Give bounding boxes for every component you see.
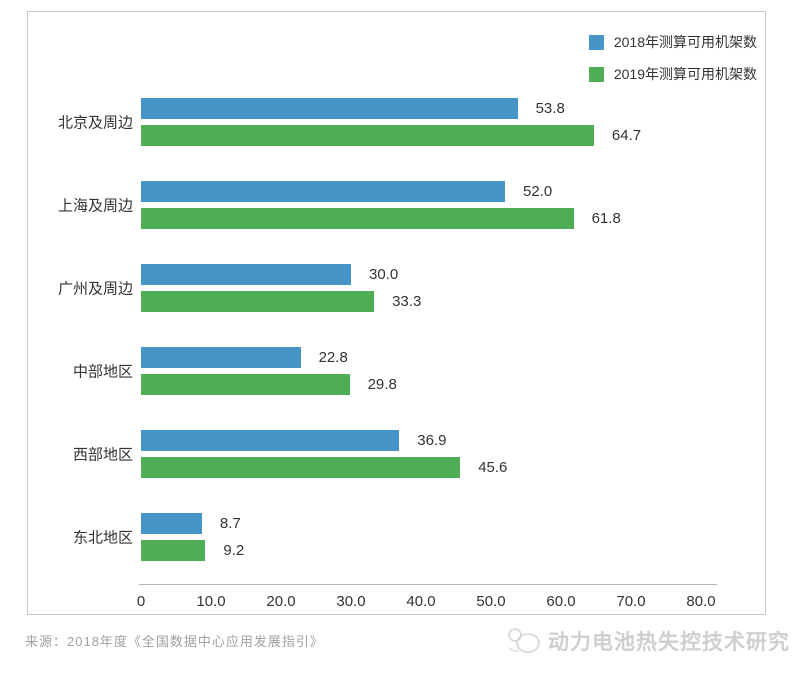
bar-group: 上海及周边 52.0 61.8 xyxy=(28,181,765,229)
bar-row: 8.7 xyxy=(141,513,701,534)
bars-container: 22.8 29.8 xyxy=(141,347,701,395)
bar-value-label: 22.8 xyxy=(318,349,348,366)
plot-area: 北京及周边 53.8 64.7 上海及周边 52.0 61.8 广州及周边 30.0 33.3 中… xyxy=(28,98,765,596)
bars-container: 52.0 61.8 xyxy=(141,181,701,229)
category-label: 中部地区 xyxy=(72,363,133,381)
bars-container: 36.9 45.6 xyxy=(141,430,701,478)
legend: 2018年测算可用机架数 2019年测算可用机架数 xyxy=(588,32,757,84)
bar-value-label: 52.0 xyxy=(523,183,553,200)
x-tick-label: 80.0 xyxy=(686,593,716,610)
bar-value-label: 33.3 xyxy=(392,293,422,310)
x-tick-label: 0 xyxy=(136,593,146,610)
bar-group: 中部地区 22.8 29.8 xyxy=(28,347,765,395)
bar-2018年测算可用机架数 xyxy=(141,264,351,285)
bar-row: 29.8 xyxy=(141,374,701,395)
bar-2019年测算可用机架数 xyxy=(141,457,461,478)
bar-value-label: 29.8 xyxy=(367,376,397,393)
bar-value-label: 53.8 xyxy=(535,100,565,117)
bar-row: 45.6 xyxy=(141,457,701,478)
bar-2019年测算可用机架数 xyxy=(141,125,594,146)
source-note: 来源：2018年度《全国数据中心应用发展指引》 xyxy=(25,634,324,649)
bar-2019年测算可用机架数 xyxy=(141,208,574,229)
legend-swatch-icon xyxy=(588,66,604,82)
swirl-logo-icon xyxy=(508,628,540,653)
bar-row: 64.7 xyxy=(141,125,701,146)
bar-row: 52.0 xyxy=(141,181,701,202)
legend-label: 2019年测算可用机架数 xyxy=(613,66,757,82)
bar-2019年测算可用机架数 xyxy=(141,540,206,561)
category-label: 西部地区 xyxy=(72,446,133,464)
bar-group: 西部地区 36.9 45.6 xyxy=(28,430,765,478)
bar-row: 22.8 xyxy=(141,347,701,368)
legend-label: 2018年测算可用机架数 xyxy=(613,34,757,50)
legend-item: 2018年测算可用机架数 xyxy=(588,32,757,52)
bar-value-label: 8.7 xyxy=(219,515,241,532)
bar-2018年测算可用机架数 xyxy=(141,181,505,202)
bars-container: 30.0 33.3 xyxy=(141,264,701,312)
watermark: 动力电池热失控技术研究 xyxy=(504,626,790,656)
bars-container: 8.7 9.2 xyxy=(141,513,701,561)
bar-2018年测算可用机架数 xyxy=(141,430,400,451)
bar-row: 36.9 xyxy=(141,430,701,451)
bar-value-label: 64.7 xyxy=(611,127,642,144)
bar-2018年测算可用机架数 xyxy=(141,98,518,119)
legend-item: 2019年测算可用机架数 xyxy=(588,64,757,84)
bar-2018年测算可用机架数 xyxy=(141,513,202,534)
category-label: 上海及周边 xyxy=(57,197,133,215)
x-tick-label: 10.0 xyxy=(196,593,226,610)
category-label: 北京及周边 xyxy=(57,114,133,132)
bar-value-label: 30.0 xyxy=(369,266,399,283)
bar-row: 61.8 xyxy=(141,208,701,229)
x-tick-label: 30.0 xyxy=(336,593,366,610)
bar-row: 30.0 xyxy=(141,264,701,285)
bar-group: 北京及周边 53.8 64.7 xyxy=(28,98,765,146)
watermark-text: 动力电池热失控技术研究 xyxy=(548,631,790,654)
x-tick-label: 20.0 xyxy=(266,593,296,610)
bar-2018年测算可用机架数 xyxy=(141,347,301,368)
bar-row: 9.2 xyxy=(141,540,701,561)
bar-value-label: 36.9 xyxy=(417,432,447,449)
category-label: 广州及周边 xyxy=(57,280,133,298)
bar-2019年测算可用机架数 xyxy=(141,291,375,312)
bar-value-label: 61.8 xyxy=(591,210,621,227)
bar-value-label: 45.6 xyxy=(478,459,508,476)
bar-2019年测算可用机架数 xyxy=(141,374,350,395)
x-tick-label: 50.0 xyxy=(476,593,506,610)
x-tick-label: 60.0 xyxy=(546,593,576,610)
bar-row: 33.3 xyxy=(141,291,701,312)
legend-swatch-icon xyxy=(588,34,604,50)
chart-panel: 2018年测算可用机架数 2019年测算可用机架数 北京及周边 53.8 64.7 上海… xyxy=(27,11,766,615)
x-axis-ticks: 0 10.0 20.0 30.0 40.0 50.0 60.0 70.0 80.0 xyxy=(137,593,716,613)
x-tick-label: 40.0 xyxy=(406,593,436,610)
category-label: 东北地区 xyxy=(72,529,133,547)
bar-group: 东北地区 8.7 9.2 xyxy=(28,513,765,561)
bar-row: 53.8 xyxy=(141,98,701,119)
bar-value-label: 9.2 xyxy=(223,542,245,559)
bar-group: 广州及周边 30.0 33.3 xyxy=(28,264,765,312)
x-axis-line xyxy=(139,584,717,585)
x-tick-label: 70.0 xyxy=(616,593,646,610)
bars-container: 53.8 64.7 xyxy=(141,98,701,146)
